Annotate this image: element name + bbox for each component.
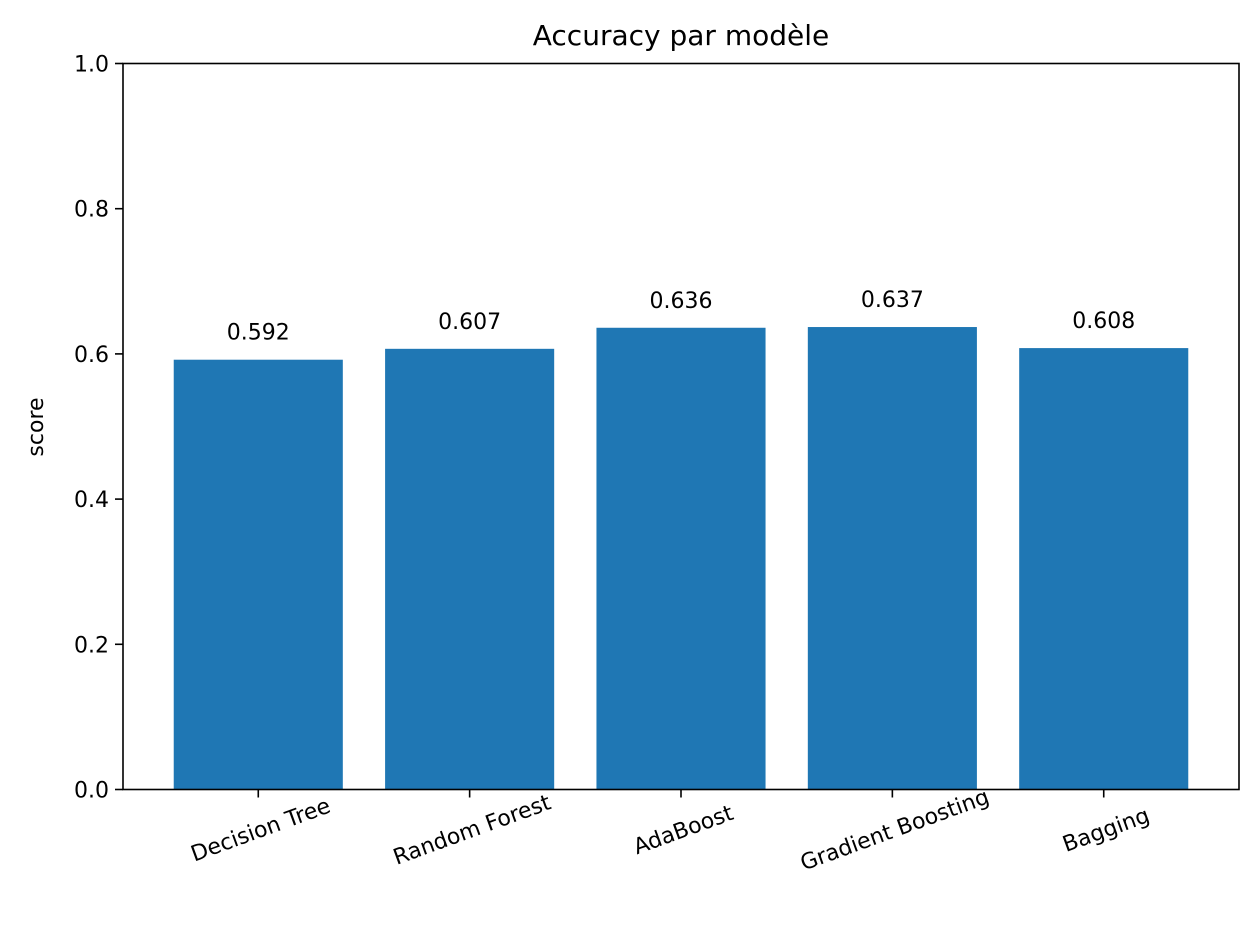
x-tick-label: Gradient Boosting	[797, 785, 992, 877]
y-tick-label: 0.2	[74, 633, 109, 658]
y-tick-label: 0.6	[74, 343, 109, 368]
x-axis: Decision Tree Random Forest AdaBoost Gradie…	[188, 785, 1153, 877]
bars-group	[173, 327, 1189, 790]
bar-value-label: 0.607	[438, 310, 501, 335]
y-axis: 0.0 0.2 0.4 0.6 0.8 1.0	[74, 53, 123, 804]
bar-value-label: 0.608	[1072, 309, 1135, 334]
bar-value-label: 0.637	[861, 288, 924, 313]
bar-value-label: 0.636	[650, 289, 713, 314]
y-tick-label: 1.0	[74, 53, 109, 78]
bar-adaboost	[596, 327, 766, 790]
chart-title: Accuracy par modèle	[533, 19, 830, 52]
bar-value-labels: 0.592 0.607 0.636 0.637 0.608	[227, 288, 1135, 346]
x-tick-label: Random Forest	[390, 790, 555, 870]
bar-bagging	[1019, 348, 1189, 790]
y-tick-label: 0.0	[74, 779, 109, 804]
x-tick-label: Bagging	[1059, 803, 1153, 857]
bar-decision-tree	[173, 359, 343, 790]
bar-gradient-boosting	[807, 327, 977, 790]
plot-frame	[122, 62, 1240, 791]
x-tick-label: AdaBoost	[630, 801, 737, 860]
bar-value-label: 0.592	[227, 321, 290, 346]
y-axis-label: score	[24, 397, 49, 456]
bar-random-forest	[385, 348, 555, 790]
y-tick-label: 0.4	[74, 488, 109, 513]
y-tick-label: 0.8	[74, 198, 109, 223]
x-tick-label: Decision Tree	[188, 794, 334, 868]
